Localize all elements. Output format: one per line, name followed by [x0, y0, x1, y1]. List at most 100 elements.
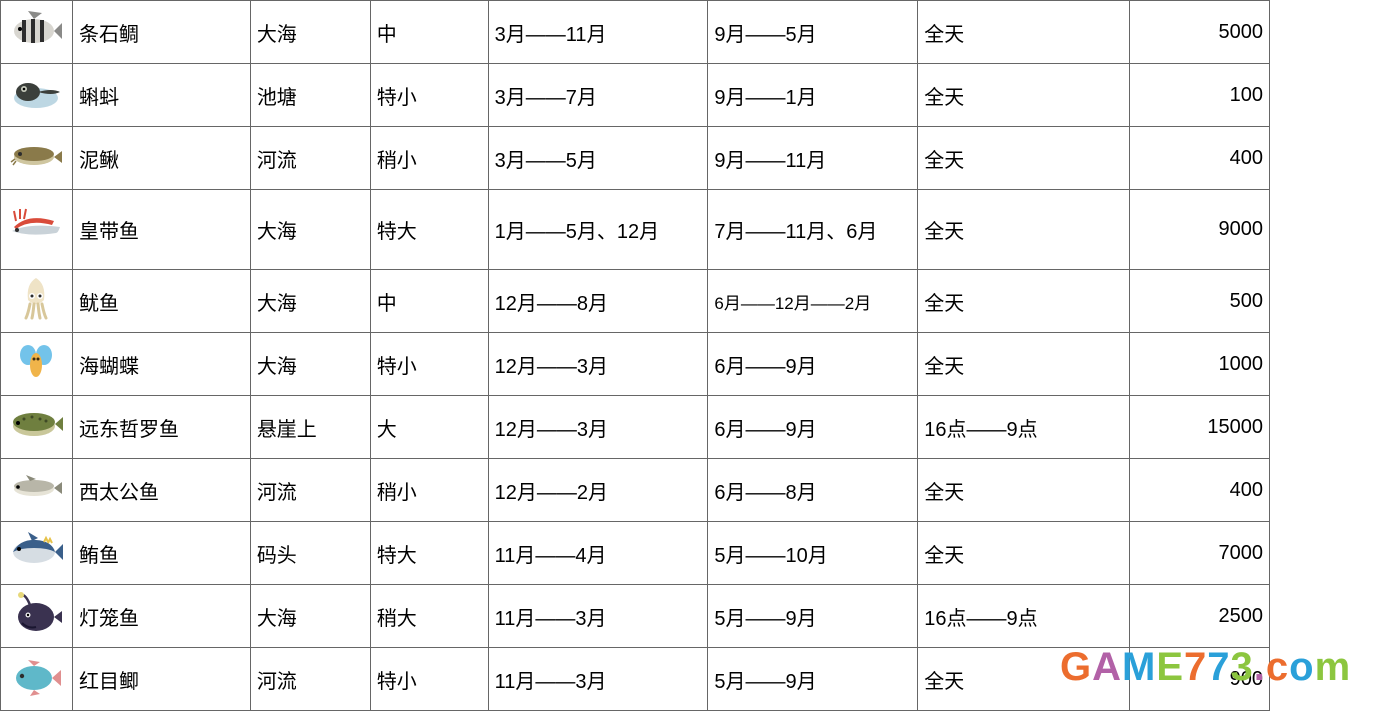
table-row: 蝌蚪池塘特小3月——7月9月——1月全天100	[1, 64, 1270, 127]
south-months: 9月——1月	[708, 64, 918, 127]
south-months: 5月——9月	[708, 585, 918, 648]
loach-icon	[8, 131, 64, 179]
fish-time: 16点——9点	[918, 396, 1130, 459]
south-months: 5月——10月	[708, 522, 918, 585]
south-months: 9月——5月	[708, 1, 918, 64]
fish-location: 码头	[250, 522, 370, 585]
tadpole-icon	[8, 68, 64, 116]
fish-time: 16点——9点	[918, 585, 1130, 648]
north-months: 12月——3月	[488, 333, 708, 396]
fish-location: 大海	[250, 270, 370, 333]
fish-name: 鱿鱼	[72, 270, 250, 333]
fish-location: 大海	[250, 585, 370, 648]
fish-location: 悬崖上	[250, 396, 370, 459]
fish-time: 全天	[918, 190, 1130, 270]
south-months: 9月——11月	[708, 127, 918, 190]
fish-name: 红目鲫	[72, 648, 250, 711]
south-months: 7月——11月、6月	[708, 190, 918, 270]
fish-name: 条石鲷	[72, 1, 250, 64]
fish-table: 条石鲷大海中3月——11月9月——5月全天5000 蝌蚪池塘特小3月——7月9月…	[0, 0, 1270, 711]
fish-name: 鲔鱼	[72, 522, 250, 585]
table-row: 条石鲷大海中3月——11月9月——5月全天5000	[1, 1, 1270, 64]
fish-name: 蝌蚪	[72, 64, 250, 127]
table-row: 皇带鱼大海特大1月——5月、12月7月——11月、6月全天9000	[1, 190, 1270, 270]
north-months: 11月——3月	[488, 585, 708, 648]
north-months: 11月——4月	[488, 522, 708, 585]
fish-time: 全天	[918, 127, 1130, 190]
table-row: 西太公鱼河流稍小12月——2月6月——8月全天400	[1, 459, 1270, 522]
fish-size: 特小	[370, 64, 488, 127]
fish-price: 9000	[1130, 190, 1270, 270]
south-months: 6月——12月——2月	[708, 270, 918, 333]
table-row: 红目鲫河流特小11月——3月5月——9月全天900	[1, 648, 1270, 711]
fish-name: 灯笼鱼	[72, 585, 250, 648]
fish-location: 大海	[250, 1, 370, 64]
fish-location: 大海	[250, 333, 370, 396]
fish-icon-cell	[1, 459, 73, 522]
football-fish-icon	[8, 589, 64, 637]
fish-price: 500	[1130, 270, 1270, 333]
fish-icon-cell	[1, 522, 73, 585]
fish-price: 5000	[1130, 1, 1270, 64]
fish-time: 全天	[918, 270, 1130, 333]
fish-price: 100	[1130, 64, 1270, 127]
fish-icon-cell	[1, 1, 73, 64]
south-months: 6月——8月	[708, 459, 918, 522]
north-months: 3月——11月	[488, 1, 708, 64]
fish-icon-cell	[1, 64, 73, 127]
fish-name: 西太公鱼	[72, 459, 250, 522]
bitterling-icon	[8, 652, 64, 700]
fish-name: 泥鳅	[72, 127, 250, 190]
fish-time: 全天	[918, 1, 1130, 64]
fish-size: 稍小	[370, 459, 488, 522]
sea-butterfly-icon	[8, 337, 64, 385]
pond-smelt-icon	[8, 463, 64, 511]
tuna-icon	[8, 526, 64, 574]
north-months: 11月——3月	[488, 648, 708, 711]
fish-size: 特小	[370, 333, 488, 396]
fish-location: 河流	[250, 459, 370, 522]
north-months: 3月——7月	[488, 64, 708, 127]
fish-time: 全天	[918, 64, 1130, 127]
fish-price: 1000	[1130, 333, 1270, 396]
fish-icon-cell	[1, 270, 73, 333]
south-months: 6月——9月	[708, 396, 918, 459]
table-row: 远东哲罗鱼悬崖上大12月——3月6月——9月16点——9点15000	[1, 396, 1270, 459]
fish-icon-cell	[1, 396, 73, 459]
fish-price: 400	[1130, 127, 1270, 190]
fish-location: 大海	[250, 190, 370, 270]
fish-price: 400	[1130, 459, 1270, 522]
fish-location: 河流	[250, 648, 370, 711]
fish-size: 中	[370, 270, 488, 333]
fish-size: 大	[370, 396, 488, 459]
fish-location: 池塘	[250, 64, 370, 127]
fish-price: 900	[1130, 648, 1270, 711]
north-months: 1月——5月、12月	[488, 190, 708, 270]
table-row: 海蝴蝶大海特小12月——3月6月——9月全天1000	[1, 333, 1270, 396]
table-row: 灯笼鱼大海稍大11月——3月5月——9月16点——9点2500	[1, 585, 1270, 648]
fish-size: 特大	[370, 190, 488, 270]
north-months: 12月——3月	[488, 396, 708, 459]
fish-name: 皇带鱼	[72, 190, 250, 270]
fish-time: 全天	[918, 522, 1130, 585]
table-row: 泥鳅河流稍小3月——5月9月——11月全天400	[1, 127, 1270, 190]
table-row: 鱿鱼大海中12月——8月6月——12月——2月全天500	[1, 270, 1270, 333]
fish-icon-cell	[1, 333, 73, 396]
fish-price: 15000	[1130, 396, 1270, 459]
fish-name: 海蝴蝶	[72, 333, 250, 396]
fish-size: 特小	[370, 648, 488, 711]
fish-icon-cell	[1, 127, 73, 190]
striped-fish-icon	[8, 5, 64, 53]
fish-size: 稍小	[370, 127, 488, 190]
fish-size: 中	[370, 1, 488, 64]
fish-icon-cell	[1, 585, 73, 648]
north-months: 3月——5月	[488, 127, 708, 190]
oarfish-icon	[8, 203, 64, 251]
squid-icon	[8, 274, 64, 322]
fish-size: 稍大	[370, 585, 488, 648]
north-months: 12月——8月	[488, 270, 708, 333]
fish-price: 7000	[1130, 522, 1270, 585]
fish-name: 远东哲罗鱼	[72, 396, 250, 459]
fish-time: 全天	[918, 333, 1130, 396]
fish-icon-cell	[1, 648, 73, 711]
